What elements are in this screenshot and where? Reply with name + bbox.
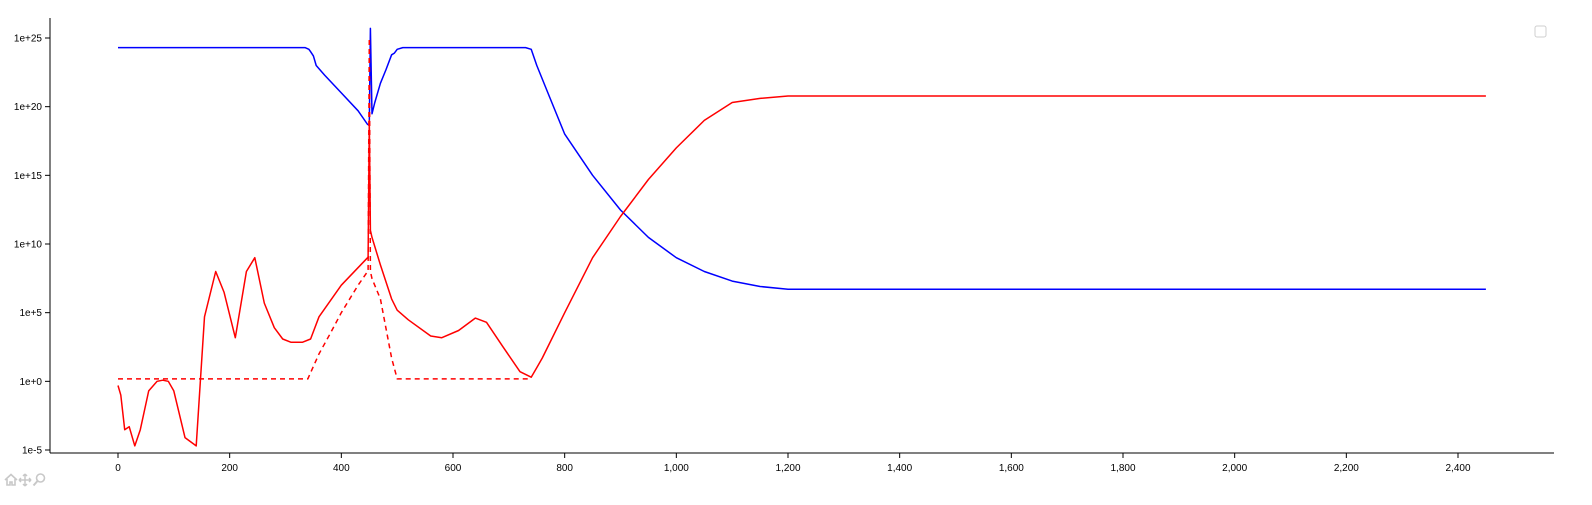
- x-tick-label: 1,200: [775, 463, 800, 474]
- x-tick-label: 1,000: [664, 463, 689, 474]
- y-ticks: 1e-5 1e+0 1e+5 1e+10 1e+15 1e+20 1e+25: [14, 34, 50, 457]
- series-layer: [117, 27, 1486, 447]
- x-tick-label: 800: [556, 463, 573, 474]
- x-tick-label: 400: [333, 463, 350, 474]
- x-tick-label: 1,800: [1110, 463, 1135, 474]
- series-line-0: [118, 27, 1486, 291]
- y-tick-label: 1e+10: [14, 240, 43, 251]
- y-tick-label: 1e+5: [19, 308, 42, 319]
- x-tick-label: 2,200: [1334, 463, 1359, 474]
- x-tick-label: 600: [445, 463, 462, 474]
- chart-toolbar: [4, 472, 46, 488]
- x-tick-label: 2,000: [1222, 463, 1247, 474]
- x-ticks: 0 200 400 600 800 1,000 1,200 1,400 1,600 1,800 2,…: [115, 453, 1471, 474]
- x-tick-label: 1,600: [999, 463, 1024, 474]
- series-line-dashed-2: [118, 37, 532, 380]
- y-tick-label: 1e+25: [14, 34, 43, 45]
- x-tick-label: 2,400: [1445, 463, 1470, 474]
- pan-icon[interactable]: [18, 472, 32, 488]
- series-line-1: [117, 95, 1486, 447]
- home-icon[interactable]: [4, 472, 18, 488]
- x-tick-label: 0: [115, 463, 121, 474]
- x-tick-label: 1,400: [887, 463, 912, 474]
- y-tick-label: 1e+15: [14, 171, 43, 182]
- zoom-icon[interactable]: [32, 472, 46, 488]
- y-tick-label: 1e+0: [19, 377, 42, 388]
- x-tick-label: 200: [221, 463, 238, 474]
- axes: [49, 18, 1554, 454]
- y-tick-label: 1e-5: [22, 446, 42, 457]
- y-tick-label: 1e+20: [14, 102, 43, 113]
- legend-box[interactable]: [1534, 25, 1547, 38]
